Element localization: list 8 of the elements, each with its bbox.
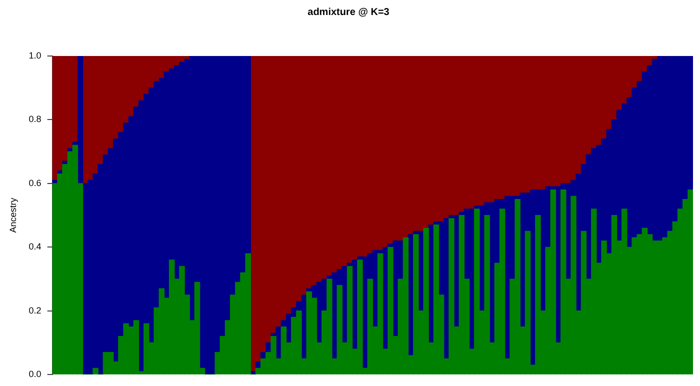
y-tick-label: 0.0	[28, 369, 42, 380]
y-tick-label: 0.2	[28, 305, 42, 316]
chart-title: admixture @ K=3	[308, 6, 390, 18]
y-tick-label: 1.0	[28, 50, 42, 60]
y-axis-title: Ancestry	[8, 197, 18, 233]
y-tick-label: 0.4	[28, 242, 42, 252]
y-tick-label: 0.6	[28, 178, 42, 188]
y-tick-label: 0.8	[28, 114, 42, 124]
